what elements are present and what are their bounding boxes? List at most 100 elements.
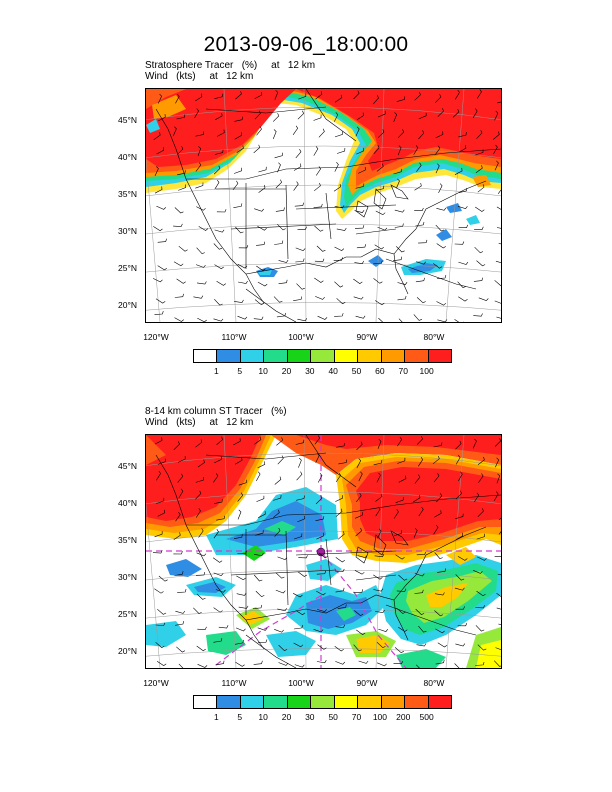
wind-barb (277, 223, 286, 231)
wind-barb (195, 476, 204, 483)
colorbar-swatch (287, 696, 312, 708)
wind-barb (376, 472, 381, 483)
wind-barb (314, 435, 321, 445)
wind-barb (497, 101, 501, 104)
wind-barb (315, 91, 323, 100)
wind-barb (274, 629, 284, 633)
wind-barb (455, 513, 464, 519)
wind-barb (155, 622, 166, 626)
wind-barb (375, 185, 385, 191)
wind-barb (152, 550, 163, 554)
wind-barb (435, 628, 445, 634)
wind-barb (275, 589, 286, 594)
wind-barb (373, 574, 383, 580)
wind-barb (377, 226, 388, 231)
wind-barb (214, 264, 224, 270)
colorbar-label: 10 (258, 366, 268, 376)
wind-barb (334, 646, 344, 652)
wind-barb (435, 224, 445, 232)
wind-barb (358, 166, 366, 174)
wind-barb (158, 114, 166, 122)
wind-barb (314, 225, 324, 232)
wind-barb (458, 145, 467, 153)
colorbar-swatch (264, 350, 288, 362)
wind-barb (393, 530, 402, 537)
wind-barb (477, 456, 485, 465)
wind-barb (457, 281, 466, 288)
wind-barb (434, 610, 444, 617)
wind-barb (435, 94, 442, 103)
wind-barb (298, 93, 307, 100)
wind-barb (373, 278, 383, 284)
wind-barb (316, 532, 325, 540)
wind-barb (354, 570, 365, 575)
wind-barb (414, 589, 424, 594)
panel2-title: 8-14 km column ST Tracer (%) (145, 406, 287, 417)
wind-barb (335, 661, 346, 665)
wind-barb (175, 93, 180, 104)
wind-barb (155, 642, 165, 648)
wind-barb (256, 495, 265, 502)
panel1-tracer-field (146, 89, 501, 277)
wind-barb (298, 555, 308, 559)
colorbar-label: 5 (237, 366, 243, 376)
wind-barb (354, 225, 365, 229)
wind-barb (373, 260, 383, 265)
wind-barb (474, 246, 484, 254)
wind-barb (454, 319, 464, 322)
wind-barb (473, 277, 483, 282)
wind-barb (295, 258, 305, 263)
wind-barb (416, 436, 423, 445)
wind-barb (237, 492, 244, 502)
wind-barb (195, 182, 204, 189)
wind-barb (356, 458, 362, 468)
wind-barb (432, 455, 440, 465)
colorbar-label: 30 (305, 712, 315, 722)
wind-barb (276, 312, 286, 318)
wind-barb (178, 184, 186, 191)
wind-barb (335, 624, 346, 628)
wind-barb (353, 644, 362, 652)
wind-barb (315, 495, 323, 505)
wind-barb (214, 298, 223, 306)
wind-barb (418, 506, 424, 517)
wind-barb (476, 590, 486, 597)
wind-barb (315, 166, 322, 176)
wind-barb (272, 113, 280, 122)
wind-barb (175, 512, 181, 522)
wind-barb (274, 90, 279, 100)
wind-barb (377, 110, 386, 118)
wind-barb (154, 588, 164, 594)
wind-barb (196, 552, 207, 557)
panel2-lon-100: 100°W (288, 678, 314, 688)
wind-barb (397, 282, 408, 285)
wind-barb (335, 587, 345, 593)
wind-barb (253, 144, 261, 154)
wind-barb (337, 147, 346, 154)
wind-barb (495, 647, 501, 651)
colorbar-swatch (194, 350, 218, 362)
wind-barb (173, 441, 180, 451)
wind-barb (416, 261, 426, 265)
wind-barb (433, 473, 440, 483)
wind-barb (238, 605, 249, 609)
wind-barb (236, 575, 246, 581)
wind-barb (496, 316, 501, 319)
wind-barb (376, 662, 387, 667)
wind-barb (334, 205, 345, 209)
panel1-lon-120: 120°W (143, 332, 169, 342)
panel2-lon-110: 110°W (221, 678, 247, 688)
wind-barb (395, 496, 404, 503)
wind-barb (433, 524, 439, 535)
colorbar-swatch (217, 350, 241, 362)
wind-barb (157, 265, 167, 271)
wind-barb (217, 129, 225, 137)
wind-barb (334, 162, 339, 172)
wind-barb (458, 132, 467, 138)
wind-barb (174, 317, 184, 322)
wind-barb (338, 459, 348, 465)
wind-barb (173, 261, 184, 267)
wind-barb (418, 457, 424, 467)
wind-barb (277, 608, 287, 612)
wind-barb (375, 210, 386, 216)
